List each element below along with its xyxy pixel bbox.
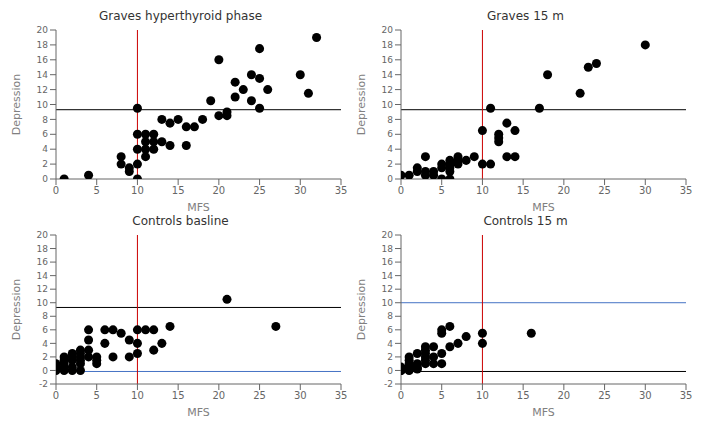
svg-text:18: 18: [37, 40, 49, 50]
svg-text:0: 0: [53, 390, 59, 401]
svg-text:16: 16: [382, 55, 394, 65]
svg-text:0: 0: [53, 185, 59, 196]
svg-text:15: 15: [517, 390, 530, 401]
svg-text:Depression: Depression: [10, 279, 23, 341]
svg-text:20: 20: [382, 230, 394, 240]
html-text:Controls 15 m: Controls 15 m: [483, 214, 568, 228]
svg-text:0: 0: [387, 174, 393, 184]
svg-text:2: 2: [42, 159, 48, 169]
svg-text:5: 5: [439, 390, 445, 401]
svg-text:12: 12: [37, 284, 48, 294]
svg-text:16: 16: [382, 257, 394, 267]
svg-text:5: 5: [94, 390, 100, 401]
svg-text:0: 0: [42, 174, 48, 184]
svg-text:10: 10: [476, 390, 489, 401]
svg-text:6: 6: [387, 325, 393, 335]
svg-text:5: 5: [94, 185, 100, 196]
svg-text:10: 10: [382, 100, 394, 110]
svg-text:20: 20: [212, 185, 225, 196]
svg-text:10: 10: [37, 100, 49, 110]
svg-text:20: 20: [557, 390, 570, 401]
svg-text:20: 20: [382, 25, 394, 35]
svg-text:12: 12: [382, 85, 393, 95]
svg-text:10: 10: [37, 298, 49, 308]
svg-text:30: 30: [639, 390, 652, 401]
svg-text:0: 0: [42, 366, 48, 376]
svg-text:15: 15: [517, 185, 530, 196]
svg-text:35: 35: [680, 185, 693, 196]
svg-text:14: 14: [37, 70, 49, 80]
svg-text:18: 18: [37, 244, 49, 254]
svg-text:20: 20: [557, 185, 570, 196]
svg-text:-2: -2: [39, 379, 48, 389]
svg-text:-2: -2: [384, 379, 393, 389]
svg-text:18: 18: [382, 244, 394, 254]
svg-text:8: 8: [42, 115, 48, 125]
svg-text:20: 20: [212, 390, 225, 401]
svg-text:14: 14: [382, 271, 394, 281]
svg-text:2: 2: [387, 352, 393, 362]
svg-text:4: 4: [42, 144, 48, 154]
svg-text:25: 25: [253, 185, 266, 196]
svg-text:18: 18: [382, 40, 394, 50]
svg-text:10: 10: [476, 185, 489, 196]
svg-text:4: 4: [42, 339, 48, 349]
svg-text:Depression: Depression: [355, 74, 368, 136]
svg-text:2: 2: [42, 352, 48, 362]
svg-text:6: 6: [42, 325, 48, 335]
html-text:Graves hyperthyroid phase: Graves hyperthyroid phase: [98, 9, 263, 23]
svg-text:30: 30: [294, 185, 307, 196]
svg-text:6: 6: [387, 129, 393, 139]
svg-text:MFS: MFS: [187, 406, 210, 418]
svg-text:5: 5: [439, 185, 445, 196]
svg-text:10: 10: [131, 185, 144, 196]
svg-text:16: 16: [37, 55, 49, 65]
svg-text:20: 20: [37, 25, 49, 35]
html-text:Graves 15 m: Graves 15 m: [487, 9, 564, 23]
svg-text:35: 35: [335, 390, 348, 401]
svg-text:6: 6: [42, 129, 48, 139]
svg-text:25: 25: [598, 185, 611, 196]
svg-text:MFS: MFS: [187, 201, 210, 213]
svg-text:0: 0: [398, 185, 404, 196]
svg-text:15: 15: [172, 185, 185, 196]
svg-text:Depression: Depression: [10, 74, 23, 136]
svg-text:10: 10: [131, 390, 144, 401]
svg-text:16: 16: [37, 257, 49, 267]
svg-text:4: 4: [387, 144, 393, 154]
svg-text:15: 15: [172, 390, 185, 401]
svg-text:0: 0: [387, 366, 393, 376]
svg-text:30: 30: [294, 390, 307, 401]
svg-text:Depression: Depression: [355, 279, 368, 341]
svg-text:8: 8: [387, 311, 393, 321]
svg-text:12: 12: [382, 284, 393, 294]
svg-text:8: 8: [42, 311, 48, 321]
svg-text:12: 12: [37, 85, 48, 95]
svg-text:8: 8: [387, 115, 393, 125]
svg-text:0: 0: [398, 390, 404, 401]
svg-text:2: 2: [387, 159, 393, 169]
svg-text:14: 14: [37, 271, 49, 281]
svg-text:4: 4: [387, 339, 393, 349]
svg-text:25: 25: [253, 390, 266, 401]
svg-text:35: 35: [335, 185, 348, 196]
svg-text:25: 25: [598, 390, 611, 401]
svg-text:MFS: MFS: [532, 406, 555, 418]
svg-text:10: 10: [382, 298, 394, 308]
svg-text:14: 14: [382, 70, 394, 80]
svg-text:MFS: MFS: [532, 201, 555, 213]
html-text:Controls basline: Controls basline: [132, 214, 229, 228]
svg-text:20: 20: [37, 230, 49, 240]
svg-text:35: 35: [680, 390, 693, 401]
svg-text:30: 30: [639, 185, 652, 196]
